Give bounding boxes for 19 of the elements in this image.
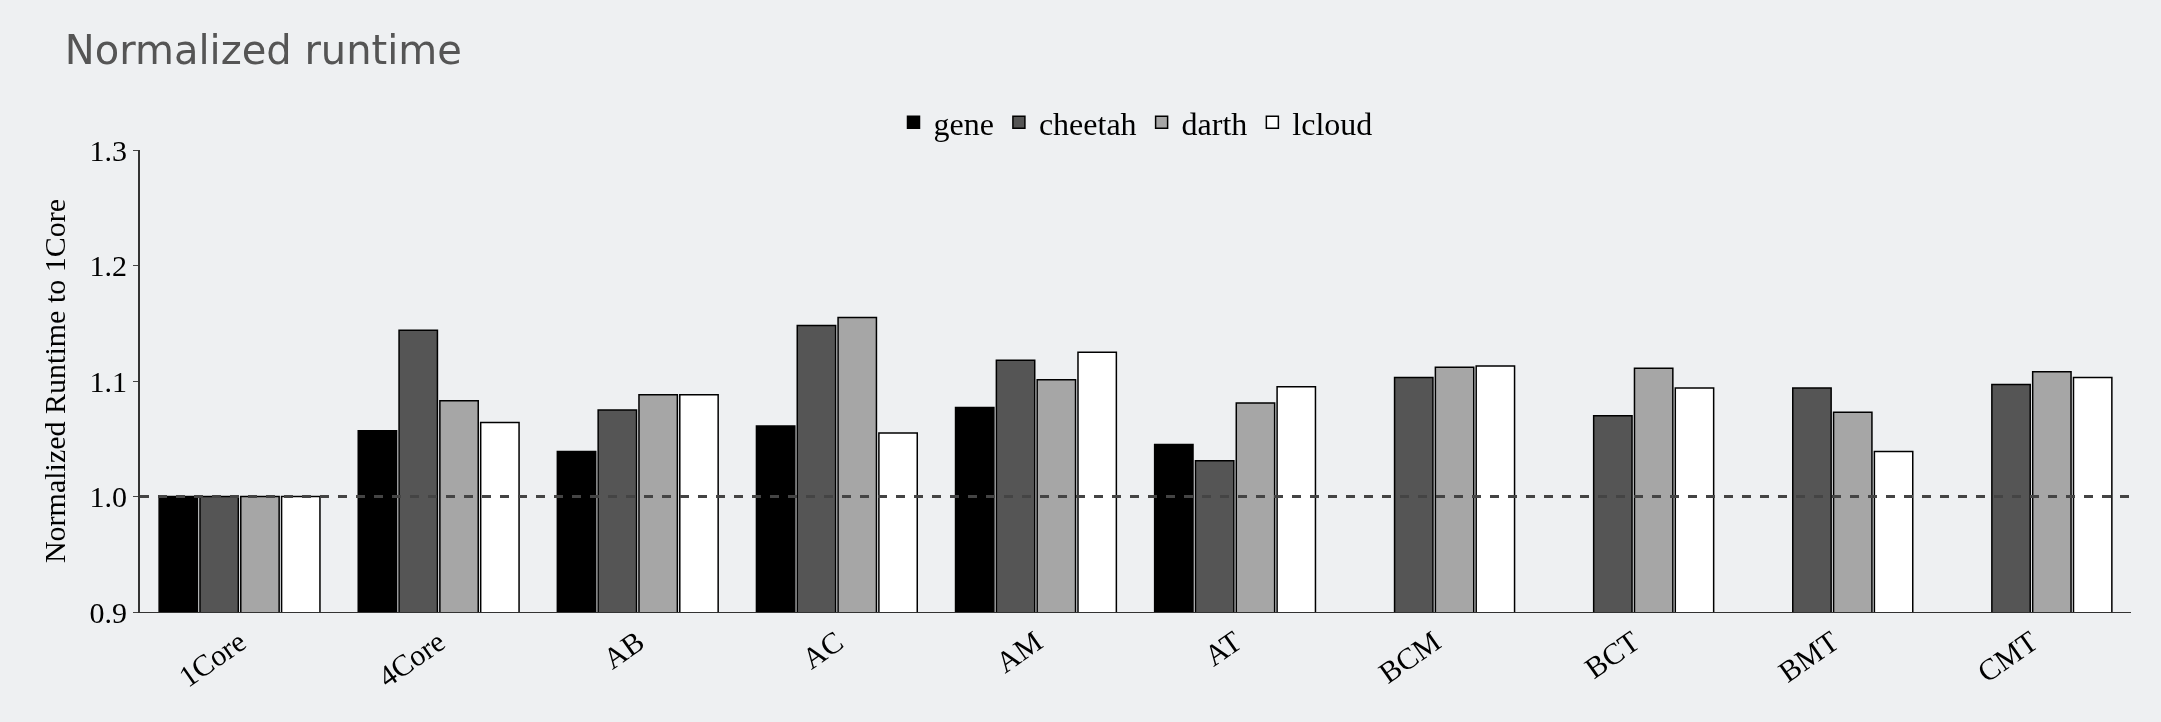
legend-label: cheetah [1038,105,1137,142]
x-tick-label: AM [989,624,1048,679]
legend-label: lcloud [1292,105,1373,142]
x-tick-label: AT [1198,624,1248,673]
x-tick-label: BCT [1578,624,1646,685]
y-tick-label: 1.2 [89,249,127,282]
legend-label: darth [1181,105,1248,142]
x-tick-label: CMT [1971,624,2044,689]
y-tick-label: 1.0 [89,480,127,513]
y-tick-label: 1.1 [89,364,127,398]
y-axis-title: Normalized Runtime to 1Core [38,198,71,564]
y-tick-label: 1.3 [89,133,127,167]
y-tick-label: 0.9 [89,595,127,629]
chart-title: Normalized runtime [64,27,462,74]
legend-label: gene [933,105,994,142]
x-tick-label: AB [596,624,650,676]
x-tick-label: 1Core [172,624,252,694]
x-tick-label: AC [795,624,849,676]
x-tick-label: 4Core [371,624,451,694]
